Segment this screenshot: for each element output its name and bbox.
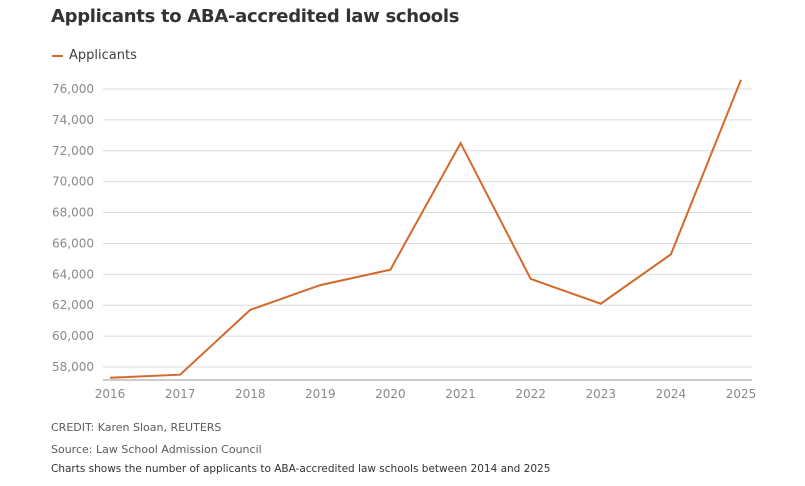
y-tick-label: 66,000 — [52, 236, 94, 250]
y-tick-label: 60,000 — [52, 329, 94, 343]
x-tick-label: 2024 — [656, 387, 687, 401]
x-tick-label: 2022 — [515, 387, 546, 401]
source-line: Source: Law School Admission Council — [51, 443, 262, 456]
x-tick-label: 2019 — [305, 387, 336, 401]
y-tick-label: 62,000 — [52, 298, 94, 312]
x-tick-label: 2025 — [726, 387, 757, 401]
legend-label-applicants: Applicants — [69, 48, 137, 63]
line-chart: 58,000 60,000 62,000 64,000 66,000 68,000 70,0… — [52, 79, 757, 401]
y-tick-label: 74,000 — [52, 113, 94, 127]
chart-legend: Applicants — [52, 48, 137, 63]
x-tick-label: 2021 — [445, 387, 476, 401]
series-line-applicants — [109, 79, 742, 379]
x-axis-ticks: 2016 2017 2018 2019 2020 2021 2022 2023 2024 2025 — [95, 387, 757, 401]
x-tick-label: 2023 — [586, 387, 617, 401]
y-tick-label: 64,000 — [52, 267, 94, 281]
x-tick-label: 2020 — [375, 387, 406, 401]
x-tick-label: 2018 — [235, 387, 266, 401]
chart-note: Charts shows the number of applicants to… — [51, 463, 551, 475]
x-tick-label: 2016 — [95, 387, 126, 401]
chart-title: Applicants to ABA-accredited law schools — [51, 6, 460, 27]
y-tick-label: 72,000 — [52, 144, 94, 158]
data-points — [109, 79, 742, 378]
y-tick-label: 68,000 — [52, 206, 94, 220]
y-tick-label: 76,000 — [52, 82, 94, 96]
y-axis-ticks: 58,000 60,000 62,000 64,000 66,000 68,000 70,0… — [52, 82, 94, 374]
gridlines — [103, 88, 752, 368]
y-tick-label: 58,000 — [52, 360, 94, 374]
credit-line: CREDIT: Karen Sloan, REUTERS — [51, 421, 222, 434]
legend-swatch-applicants — [52, 55, 63, 57]
y-tick-label: 70,000 — [52, 175, 94, 189]
x-tick-label: 2017 — [165, 387, 196, 401]
